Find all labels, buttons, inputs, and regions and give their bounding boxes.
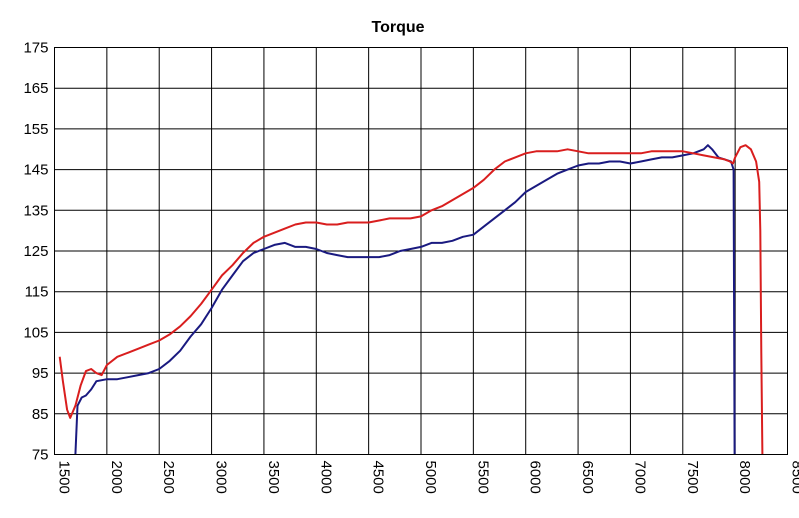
- x-tick-label: 8500: [789, 461, 799, 494]
- x-tick-label: 5000: [422, 461, 439, 494]
- x-tick-label: 4000: [317, 461, 334, 494]
- grid-layer: [54, 47, 788, 455]
- x-tick-label: 6000: [527, 461, 544, 494]
- x-tick-label: 7000: [631, 461, 648, 494]
- series-layer: [58, 144, 764, 455]
- y-tick-label: 105: [23, 324, 48, 341]
- series-line-1: [74, 144, 736, 455]
- y-tick-label: 165: [23, 80, 48, 97]
- x-tick-label: 2000: [108, 461, 125, 494]
- y-tick-label: 115: [25, 284, 49, 301]
- plot-frame: [54, 47, 788, 455]
- y-tick-label: 125: [23, 243, 48, 260]
- x-tick-label: 2500: [160, 461, 177, 494]
- chart-title: Torque: [371, 19, 424, 36]
- y-tick-label: 85: [32, 406, 49, 423]
- x-tick-label: 7500: [684, 461, 701, 494]
- series-line-2: [58, 144, 764, 455]
- y-tick-label: 175: [23, 40, 48, 57]
- x-tick-label: 3000: [213, 461, 230, 494]
- x-tick-label: 4500: [370, 461, 387, 494]
- x-tick-label: 8000: [736, 461, 753, 494]
- x-tick-label: 3500: [265, 461, 282, 494]
- y-tick-label: 95: [32, 365, 49, 382]
- y-tick-label: 135: [23, 202, 48, 219]
- y-tick-labels: 75 85 95 105 115 125 135 145 155 165 175: [23, 40, 48, 464]
- y-tick-label: 75: [32, 447, 49, 464]
- y-tick-label: 155: [23, 121, 48, 138]
- x-tick-label: 5500: [474, 461, 491, 494]
- y-tick-label: 145: [23, 162, 48, 179]
- x-tick-label: 1500: [56, 461, 73, 494]
- x-tick-label: 6500: [579, 461, 596, 494]
- x-tick-labels: 1500 2000 2500 3000 3500 4000 4500 5000 5500 6000…: [56, 461, 799, 494]
